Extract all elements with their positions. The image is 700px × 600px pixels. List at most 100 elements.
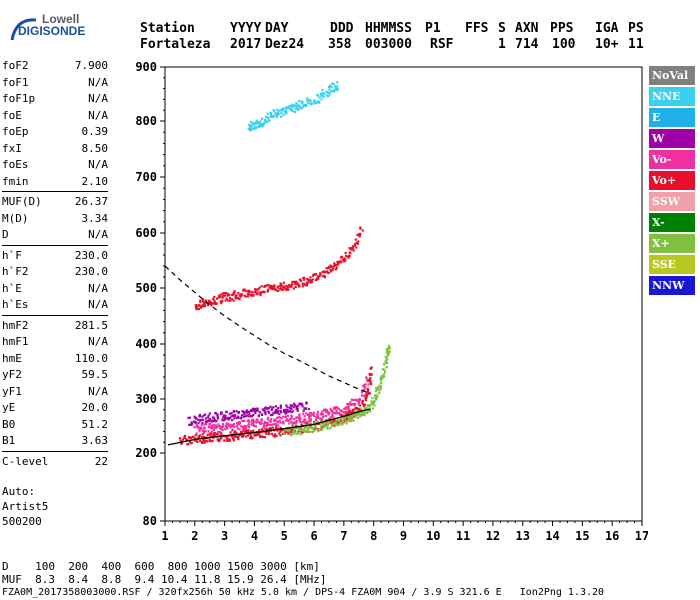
param-value: N/A [88, 92, 108, 105]
echo-point [247, 415, 250, 418]
param-value: N/A [88, 158, 108, 171]
echo-point [218, 294, 221, 297]
echo-point [243, 294, 246, 297]
echo-point [364, 386, 367, 389]
echo-point [285, 419, 288, 422]
echo-point [296, 408, 299, 411]
echo-point [240, 414, 244, 417]
y-tick-label: 200 [135, 446, 157, 460]
echo-point [356, 233, 359, 237]
y-tick-label: 600 [135, 226, 157, 240]
echo-point [304, 430, 307, 433]
echo-point [322, 92, 326, 96]
param-value: N/A [88, 228, 108, 241]
echo-point [292, 406, 295, 409]
echo-point [206, 416, 209, 419]
plot-frame [164, 66, 643, 522]
echo-point [212, 416, 216, 419]
echo-point [263, 422, 266, 425]
echo-point [352, 398, 355, 402]
echo-point [355, 241, 358, 244]
param-name: M(D) [2, 211, 29, 225]
echo-point [331, 410, 334, 413]
echo-point [273, 423, 276, 426]
echo-point [351, 247, 354, 250]
echo-point [223, 439, 226, 442]
echo-point [249, 127, 252, 130]
echo-point [201, 304, 204, 307]
param-value: 8.50 [81, 141, 109, 155]
echo-point [260, 418, 263, 421]
echo-point [291, 428, 294, 431]
echo-point [285, 284, 288, 288]
echo-point [314, 423, 317, 426]
echo-point [274, 408, 277, 411]
echo-point [249, 437, 252, 440]
echo-point [265, 115, 268, 118]
echo-point [305, 283, 309, 286]
echo-point [255, 434, 258, 437]
echo-point [385, 347, 388, 351]
echo-point [242, 434, 245, 437]
echo-point [342, 260, 346, 263]
param-value: 26.37 [74, 195, 108, 208]
echo-point [305, 281, 308, 284]
echo-point [280, 112, 283, 115]
echo-point [328, 85, 331, 89]
echo-point [293, 417, 296, 421]
echo-point [204, 417, 208, 420]
param-row: foF1 N/A [2, 75, 108, 92]
echo-point [332, 264, 336, 268]
echo-point [284, 429, 287, 432]
echo-point [211, 302, 215, 305]
echo-point [221, 425, 224, 428]
echo-point [364, 398, 367, 401]
echo-point [322, 95, 325, 98]
echo-point [186, 439, 189, 442]
echo-point [273, 433, 276, 436]
echo-point [261, 413, 264, 416]
echo-point [359, 232, 362, 235]
echo-point [373, 404, 376, 407]
echo-point [213, 300, 216, 303]
echo-point [308, 279, 311, 282]
echo-point [303, 420, 306, 423]
echo-point [221, 423, 225, 426]
footer-info: FZA0M_2017358003000.RSF / 320fx256h 50 k… [2, 587, 605, 598]
param-row: yF2 59.5 [2, 367, 108, 384]
echo-point [384, 355, 387, 358]
echo-point [387, 346, 391, 349]
echo-point [212, 428, 215, 432]
echo-point [334, 407, 337, 410]
echo-point [303, 283, 306, 286]
echo-point [313, 99, 316, 102]
echo-point [207, 414, 210, 417]
header-labels-0: Station [140, 21, 195, 36]
echo-point [291, 422, 294, 425]
echo-point [333, 263, 336, 266]
echo-point [363, 403, 366, 406]
echo-point [256, 293, 259, 296]
echo-point [245, 290, 248, 293]
x-tick-label: 8 [370, 529, 377, 543]
x-tick-label: 11 [456, 529, 470, 543]
echo-point [339, 421, 342, 425]
echo-point [192, 420, 196, 423]
echo-point [198, 304, 201, 307]
echo-point [347, 407, 350, 410]
echo-point [194, 304, 197, 307]
echo-point [209, 300, 212, 303]
param-value: 0.39 [81, 125, 109, 138]
echo-point [273, 419, 276, 423]
echo-point [327, 265, 331, 269]
echo-point [190, 441, 193, 444]
echo-point [269, 111, 272, 114]
echo-point [276, 112, 279, 115]
echo-point [224, 294, 227, 297]
echo-point [290, 407, 293, 411]
echo-point [285, 412, 288, 415]
echo-point [253, 434, 256, 437]
x-tick-label: 5 [281, 529, 288, 543]
echo-point [373, 394, 377, 397]
echo-point [236, 427, 239, 430]
